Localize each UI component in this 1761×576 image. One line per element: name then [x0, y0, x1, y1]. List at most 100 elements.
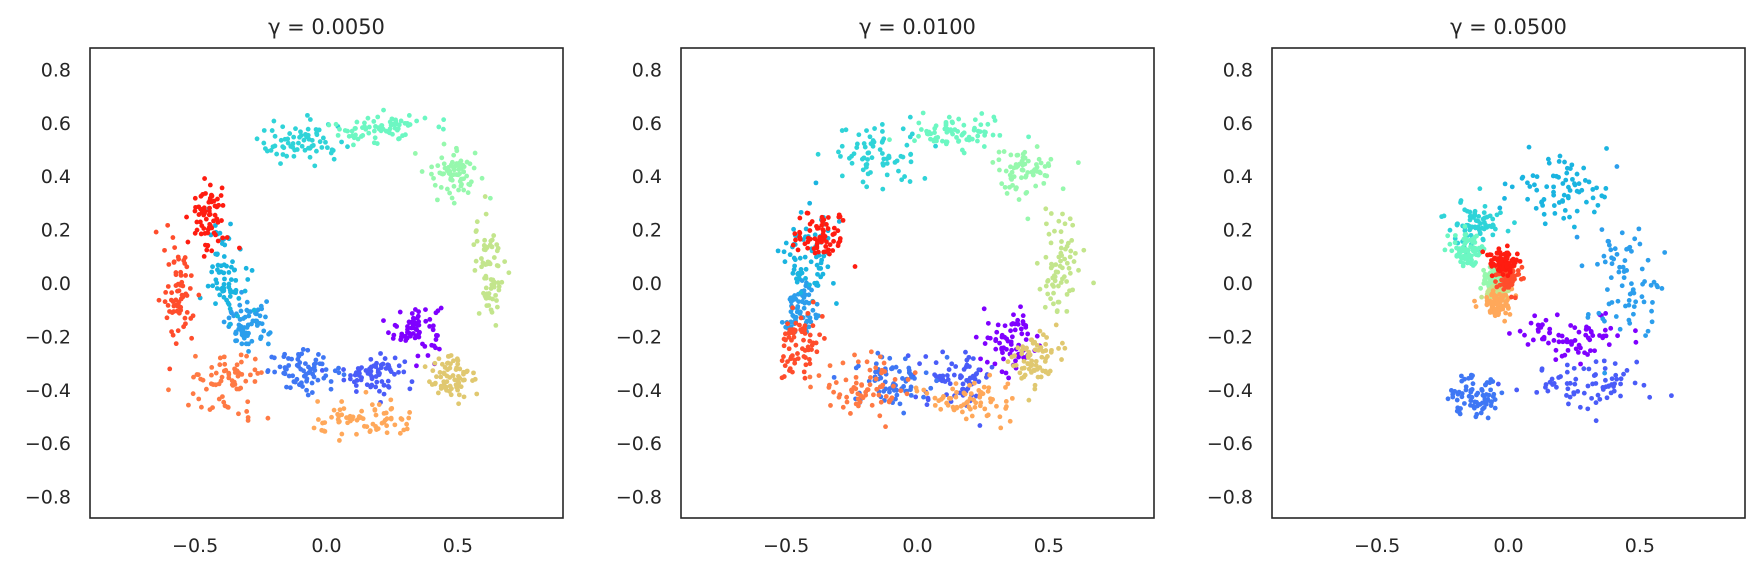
scatter-point	[940, 395, 946, 401]
y-tick-label: −0.4	[1207, 380, 1253, 402]
scatter-point	[414, 363, 419, 369]
scatter-point	[1650, 300, 1655, 305]
scatter-point	[446, 164, 452, 170]
scatter-point	[795, 356, 801, 361]
scatter-point	[1481, 267, 1486, 273]
scatter-point	[441, 161, 447, 167]
scatter-point	[335, 132, 341, 138]
scatter-point	[493, 292, 498, 298]
scatter-point	[908, 151, 914, 157]
scatter-point	[224, 263, 229, 269]
scatter-point	[852, 352, 857, 358]
scatter-point	[1599, 227, 1605, 233]
scatter-point	[245, 322, 251, 328]
scatter-point	[373, 124, 378, 129]
scatter-point	[388, 406, 394, 412]
scatter-point	[1612, 381, 1617, 387]
scatter-point	[388, 416, 394, 422]
scatter-point	[950, 131, 955, 137]
scatter-point	[805, 210, 811, 216]
scatter-point	[323, 139, 328, 145]
scatter-point	[458, 183, 464, 189]
scatter-point	[307, 369, 313, 375]
scatter-point	[243, 265, 249, 271]
scatter-point	[817, 236, 823, 242]
scatter-point	[325, 145, 330, 151]
scatter-point	[1014, 152, 1020, 158]
scatter-point	[259, 370, 264, 376]
scatter-point	[291, 153, 297, 159]
scatter-point	[441, 370, 447, 376]
scatter-point	[461, 176, 467, 182]
scatter-point	[438, 374, 444, 380]
scatter-point	[341, 377, 347, 383]
scatter-point	[1593, 400, 1599, 406]
scatter-point	[1503, 299, 1509, 305]
scatter-point	[1034, 343, 1040, 348]
scatter-point	[1532, 313, 1538, 319]
scatter-point	[402, 359, 408, 365]
scatter-point	[202, 176, 208, 181]
scatter-point	[253, 311, 259, 317]
scatter-point	[301, 137, 307, 143]
scatter-point	[441, 117, 447, 123]
scatter-point	[928, 385, 934, 391]
scatter-point	[932, 130, 937, 136]
scatter-point	[933, 123, 939, 129]
scatter-point	[1602, 366, 1608, 371]
scatter-point	[442, 165, 448, 171]
scatter-point	[1039, 354, 1045, 360]
scatter-point	[235, 313, 240, 319]
scatter-point	[788, 309, 794, 315]
scatter-point	[213, 277, 219, 283]
scatter-point	[1490, 261, 1496, 267]
scatter-point	[1592, 372, 1598, 378]
scatter-point	[868, 141, 874, 147]
scatter-point	[1025, 331, 1031, 337]
scatter-point	[1498, 252, 1504, 258]
scatter-point	[245, 308, 251, 314]
scatter-point	[1615, 333, 1620, 339]
scatter-point	[1659, 286, 1665, 291]
scatter-point	[170, 332, 176, 338]
scatter-point	[1012, 327, 1018, 333]
scatter-point	[241, 335, 247, 341]
scatter-point	[1554, 312, 1560, 318]
scatter-point	[251, 307, 257, 313]
scatter-point	[191, 374, 196, 380]
scatter-point	[1605, 287, 1610, 292]
scatter-point	[797, 255, 803, 261]
scatter-point	[1500, 267, 1506, 272]
scatter-point	[1589, 395, 1594, 401]
scatter-point	[306, 145, 311, 151]
y-tick-label: −0.8	[616, 487, 662, 509]
scatter-point	[1003, 168, 1009, 174]
scatter-point	[228, 264, 234, 270]
scatter-point	[1484, 214, 1490, 220]
scatter-point	[1040, 368, 1046, 374]
scatter-point	[1630, 311, 1636, 317]
scatter-point	[1462, 207, 1468, 213]
scatter-points	[153, 107, 512, 443]
scatter-point	[854, 141, 860, 147]
y-tick-label: 0.0	[1223, 273, 1253, 295]
scatter-point	[1477, 401, 1483, 407]
scatter-point	[1584, 324, 1589, 330]
scatter-point	[414, 327, 420, 333]
scatter-point	[1057, 263, 1063, 269]
scatter-point	[1492, 405, 1498, 411]
scatter-point	[1567, 214, 1572, 220]
scatter-point	[807, 361, 813, 367]
scatter-point	[194, 219, 200, 225]
scatter-point	[221, 319, 227, 325]
scatter-point	[1538, 324, 1544, 330]
scatter-point	[1015, 317, 1021, 323]
scatter-point	[1026, 134, 1031, 140]
scatter-point	[1470, 381, 1476, 387]
scatter-point	[309, 380, 315, 386]
scatter-point	[337, 407, 343, 413]
scatter-point	[958, 403, 964, 409]
scatter-point	[237, 302, 243, 308]
scatter-point	[1470, 239, 1475, 245]
scatter-point	[1467, 209, 1473, 215]
